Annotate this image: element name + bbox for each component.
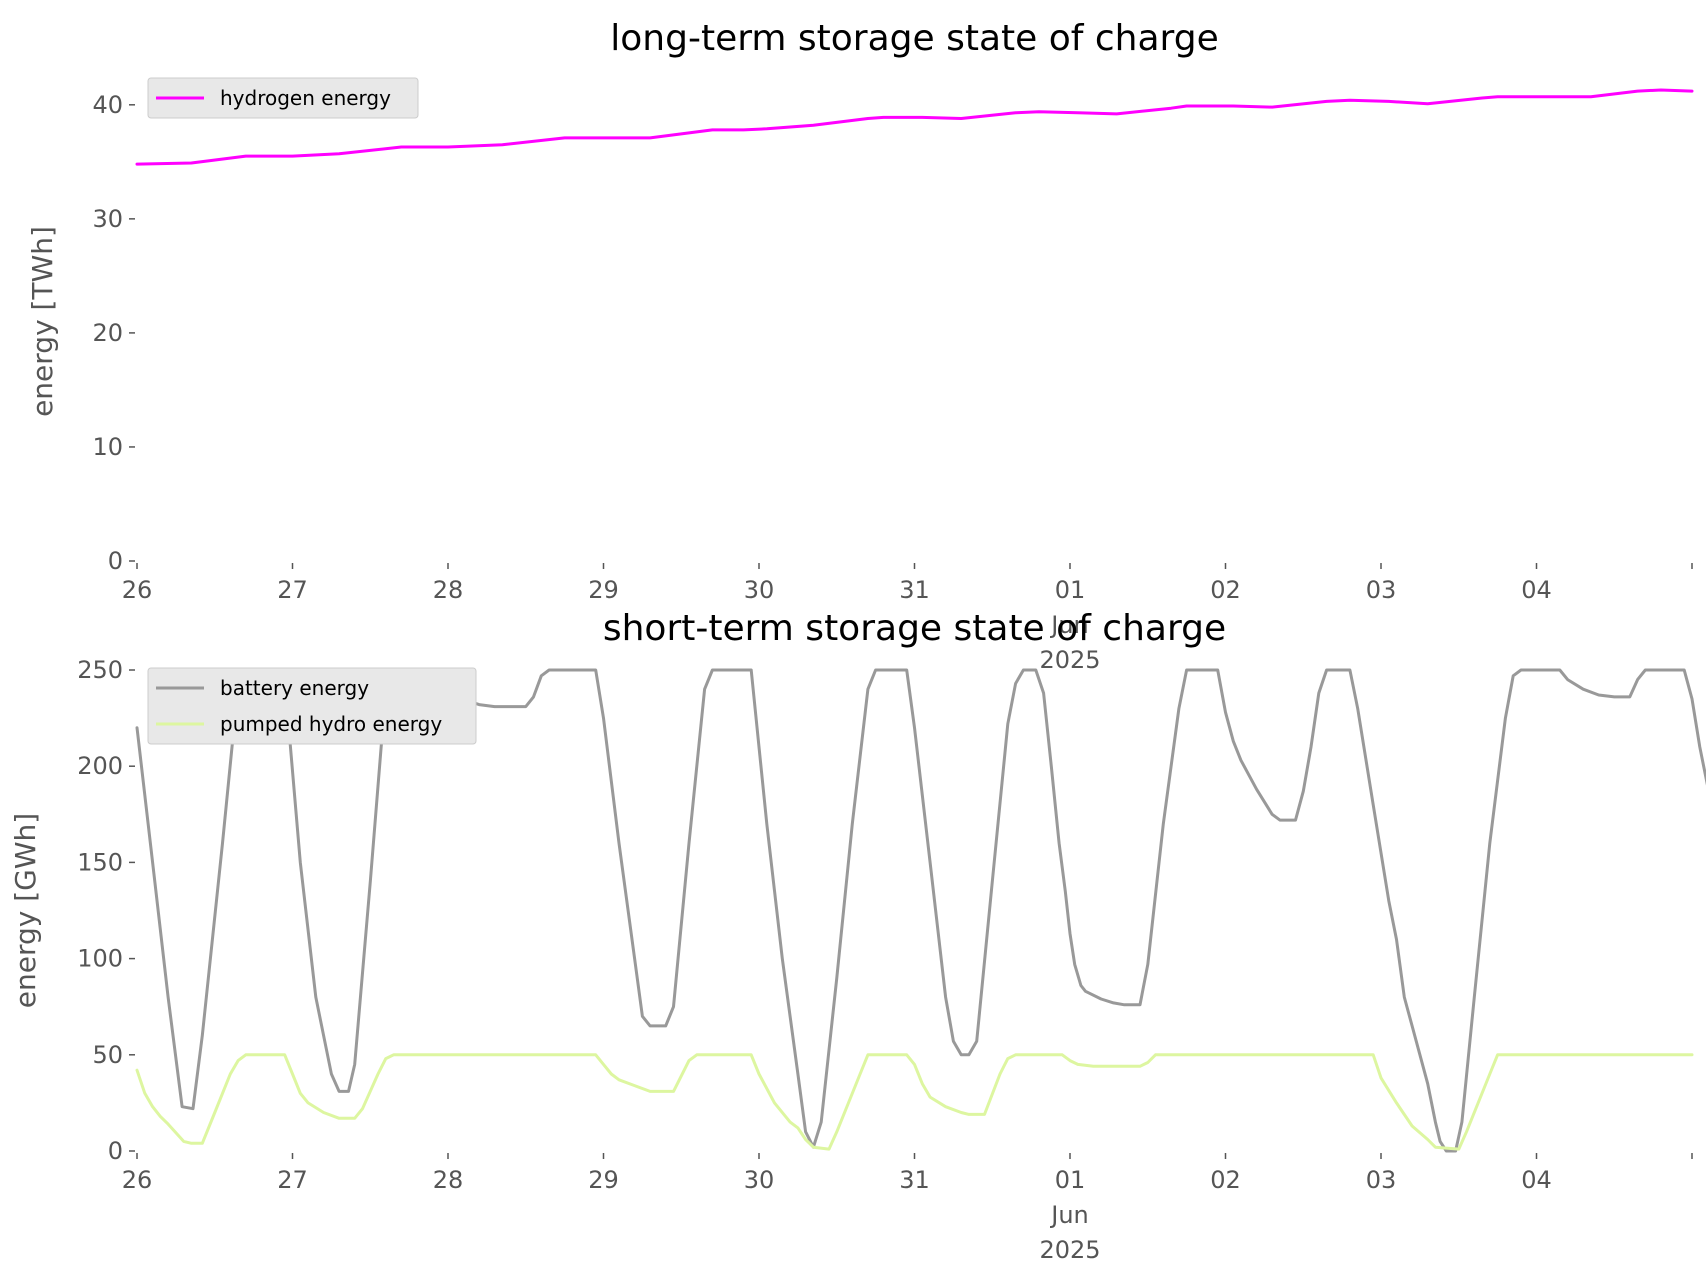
x-tick-label: 30 (744, 576, 775, 604)
x-tick-label: 30 (744, 1166, 775, 1194)
legend-label: pumped hydro energy (220, 712, 442, 736)
x-tick-label: 29 (588, 576, 619, 604)
legend-box-1 (147, 77, 419, 119)
y-tick-label: 0 (108, 1137, 123, 1165)
y-axis-label-1: energy [TWh] (26, 226, 59, 417)
series-line-pumped-hydro-energy (135, 1053, 1694, 1151)
x-tick-label: Jun (1049, 611, 1089, 639)
x-tick-label: 28 (433, 576, 464, 604)
y-tick-label: 50 (92, 1041, 123, 1069)
x-tick-label: 27 (277, 1166, 308, 1194)
x-tick-label: 31 (899, 576, 930, 604)
y-tick-label: 250 (77, 656, 123, 684)
y-tick-label: 40 (92, 91, 123, 119)
y-tick-label: 200 (77, 752, 123, 780)
y-tick-label: 150 (77, 848, 123, 876)
x-tick-label: 26 (122, 1166, 153, 1194)
x-tick-label: 31 (899, 1166, 930, 1194)
x-tick-label: 01 (1055, 576, 1086, 604)
x-tick-label: 02 (1210, 576, 1241, 604)
chart-title-1: long-term storage state of charge (610, 18, 1218, 59)
x-tick-label: 01 (1055, 1166, 1086, 1194)
y-tick-label: 30 (92, 205, 123, 233)
x-tick-label: Jun (1049, 1201, 1089, 1229)
x-tick-label: 03 (1366, 576, 1397, 604)
legend-box-2 (147, 667, 477, 745)
x-tick-label: 29 (588, 1166, 619, 1194)
x-tick-label: 28 (433, 1166, 464, 1194)
y-axis-label-2: energy [GWh] (9, 813, 42, 1008)
x-tick-label: 04 (1521, 576, 1552, 604)
series-line-hydrogen-energy (135, 88, 1694, 166)
x-tick-label: 04 (1521, 1166, 1552, 1194)
x-tick-label: 2025 (1039, 1236, 1100, 1264)
y-tick-label: 10 (92, 433, 123, 461)
y-tick-label: 100 (77, 945, 123, 973)
x-tick-label: 02 (1210, 1166, 1241, 1194)
x-tick-label: 2025 (1039, 646, 1100, 674)
x-tick-label: 03 (1366, 1166, 1397, 1194)
y-tick-label: 0 (108, 547, 123, 575)
chart-title-2: short-term storage state of charge (603, 608, 1226, 649)
y-tick-label: 20 (92, 319, 123, 347)
x-tick-label: 27 (277, 576, 308, 604)
legend-label: hydrogen energy (220, 86, 391, 110)
legend-label: battery energy (220, 676, 369, 700)
x-tick-label: 26 (122, 576, 153, 604)
